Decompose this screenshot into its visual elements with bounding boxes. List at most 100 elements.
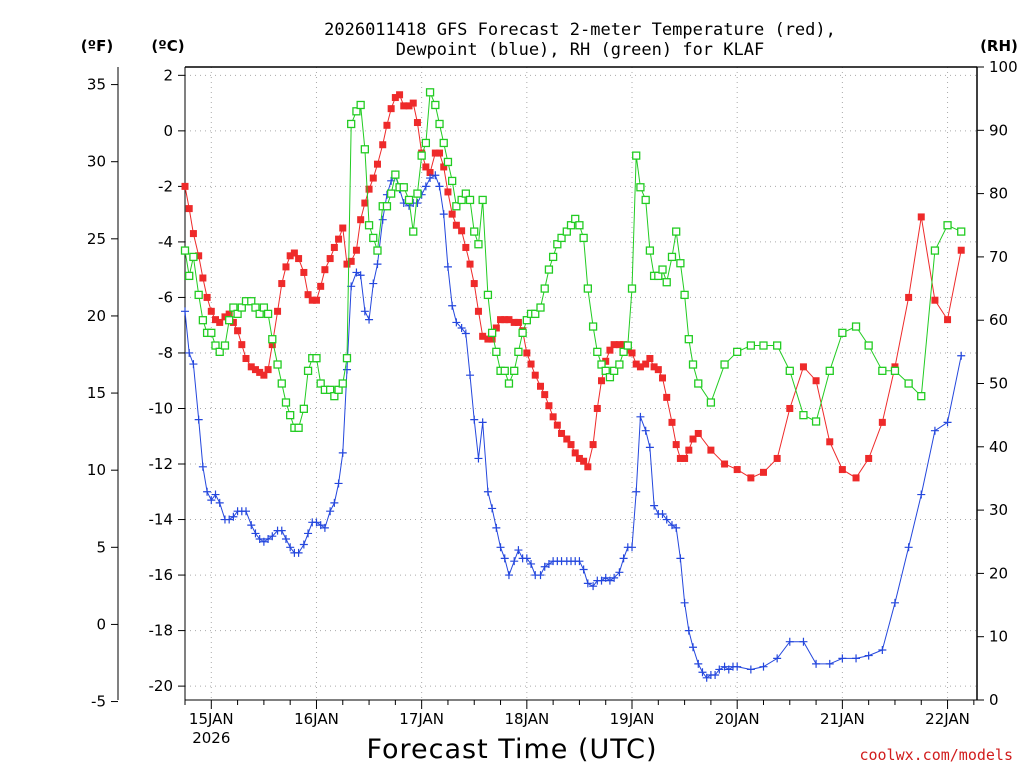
data-point [431, 171, 440, 180]
rh-tick-label: 20 [989, 564, 1008, 582]
celsius-tick-label: -18 [149, 622, 174, 640]
data-point [263, 309, 273, 319]
data-point [487, 328, 497, 338]
site-credit: coolwx.com/models [859, 746, 1013, 764]
data-point [382, 202, 392, 211]
data-point [251, 529, 260, 538]
data-point [470, 227, 479, 236]
data-point [684, 335, 693, 344]
chart-title-line-1: 2026011418 GFS Forecast 2-meter Temperat… [324, 20, 836, 40]
data-point [338, 448, 347, 457]
rh-tick-label: 50 [989, 375, 1008, 393]
data-point [281, 534, 290, 543]
data-point [514, 347, 523, 357]
data-point [185, 205, 193, 213]
data-point [541, 391, 549, 399]
data-point [759, 341, 768, 350]
data-point [504, 379, 514, 388]
data-point [335, 235, 343, 243]
data-point [627, 284, 637, 293]
rh-tick-label: 70 [989, 248, 1008, 266]
data-point [444, 188, 452, 196]
data-point [439, 138, 448, 148]
data-point [304, 529, 313, 538]
data-point [282, 263, 290, 271]
data-point [957, 227, 966, 236]
data-point [185, 348, 194, 357]
data-point [917, 490, 926, 499]
data-point [759, 468, 767, 476]
data-point [312, 354, 321, 363]
data-point [268, 532, 277, 541]
data-point [452, 221, 460, 229]
data-point [369, 279, 378, 288]
data-point [330, 498, 339, 507]
data-point [391, 94, 399, 102]
data-point [274, 307, 282, 315]
data-point [478, 418, 487, 427]
data-point [659, 374, 667, 382]
data-point [273, 360, 282, 369]
data-point [593, 347, 602, 357]
data-point [413, 119, 421, 127]
data-point [229, 318, 237, 326]
series-relative-humidity [180, 88, 966, 432]
axes: -505101520253035-20-18-16-14-12-10-8-6-4… [87, 58, 1018, 747]
data-point [387, 189, 396, 198]
data-point [321, 266, 329, 274]
data-point [540, 284, 549, 293]
data-point [304, 291, 312, 299]
data-point [930, 246, 940, 255]
data-point [733, 347, 742, 357]
data-point [799, 410, 808, 420]
data-point [373, 246, 382, 255]
series-line [184, 94, 962, 479]
data-point [601, 573, 610, 582]
data-point [510, 557, 519, 566]
data-point [215, 347, 224, 357]
fahrenheit-tick-label: 5 [96, 538, 106, 556]
data-point [474, 240, 483, 249]
data-point [838, 328, 847, 338]
data-point [452, 202, 461, 211]
data-point [361, 199, 369, 207]
data-point [931, 296, 939, 304]
data-point [399, 183, 408, 192]
x-tick-label: 18JAN [504, 710, 549, 728]
data-point [558, 429, 566, 437]
data-point [255, 309, 264, 319]
celsius-tick-label: -12 [149, 455, 174, 473]
data-point [396, 91, 404, 99]
data-point [277, 379, 286, 388]
data-point [492, 347, 501, 357]
data-point [242, 507, 251, 516]
data-point [601, 366, 610, 375]
fahrenheit-tick-label: 0 [96, 615, 106, 633]
data-point [605, 373, 615, 382]
data-point [575, 221, 584, 230]
data-point [619, 347, 628, 357]
data-point [483, 487, 492, 496]
data-point [589, 582, 598, 591]
data-point [215, 498, 224, 507]
data-point [439, 210, 448, 219]
rh-tick-label: 80 [989, 185, 1008, 203]
data-point [221, 313, 229, 321]
data-point [294, 548, 303, 557]
data-point [312, 518, 321, 527]
data-point [268, 341, 276, 349]
data-point [685, 446, 693, 454]
data-point [334, 385, 343, 394]
data-point [294, 423, 303, 432]
data-point [194, 415, 203, 424]
data-point [251, 303, 260, 312]
data-point [286, 252, 294, 260]
data-point [672, 227, 681, 236]
data-point [466, 260, 474, 268]
rh-tick-label: 0 [989, 691, 999, 709]
data-point [352, 268, 361, 277]
data-point [421, 182, 430, 191]
x-tick-label: 20JAN [715, 710, 760, 728]
data-point [917, 213, 925, 221]
rh-tick-label: 40 [989, 438, 1008, 456]
